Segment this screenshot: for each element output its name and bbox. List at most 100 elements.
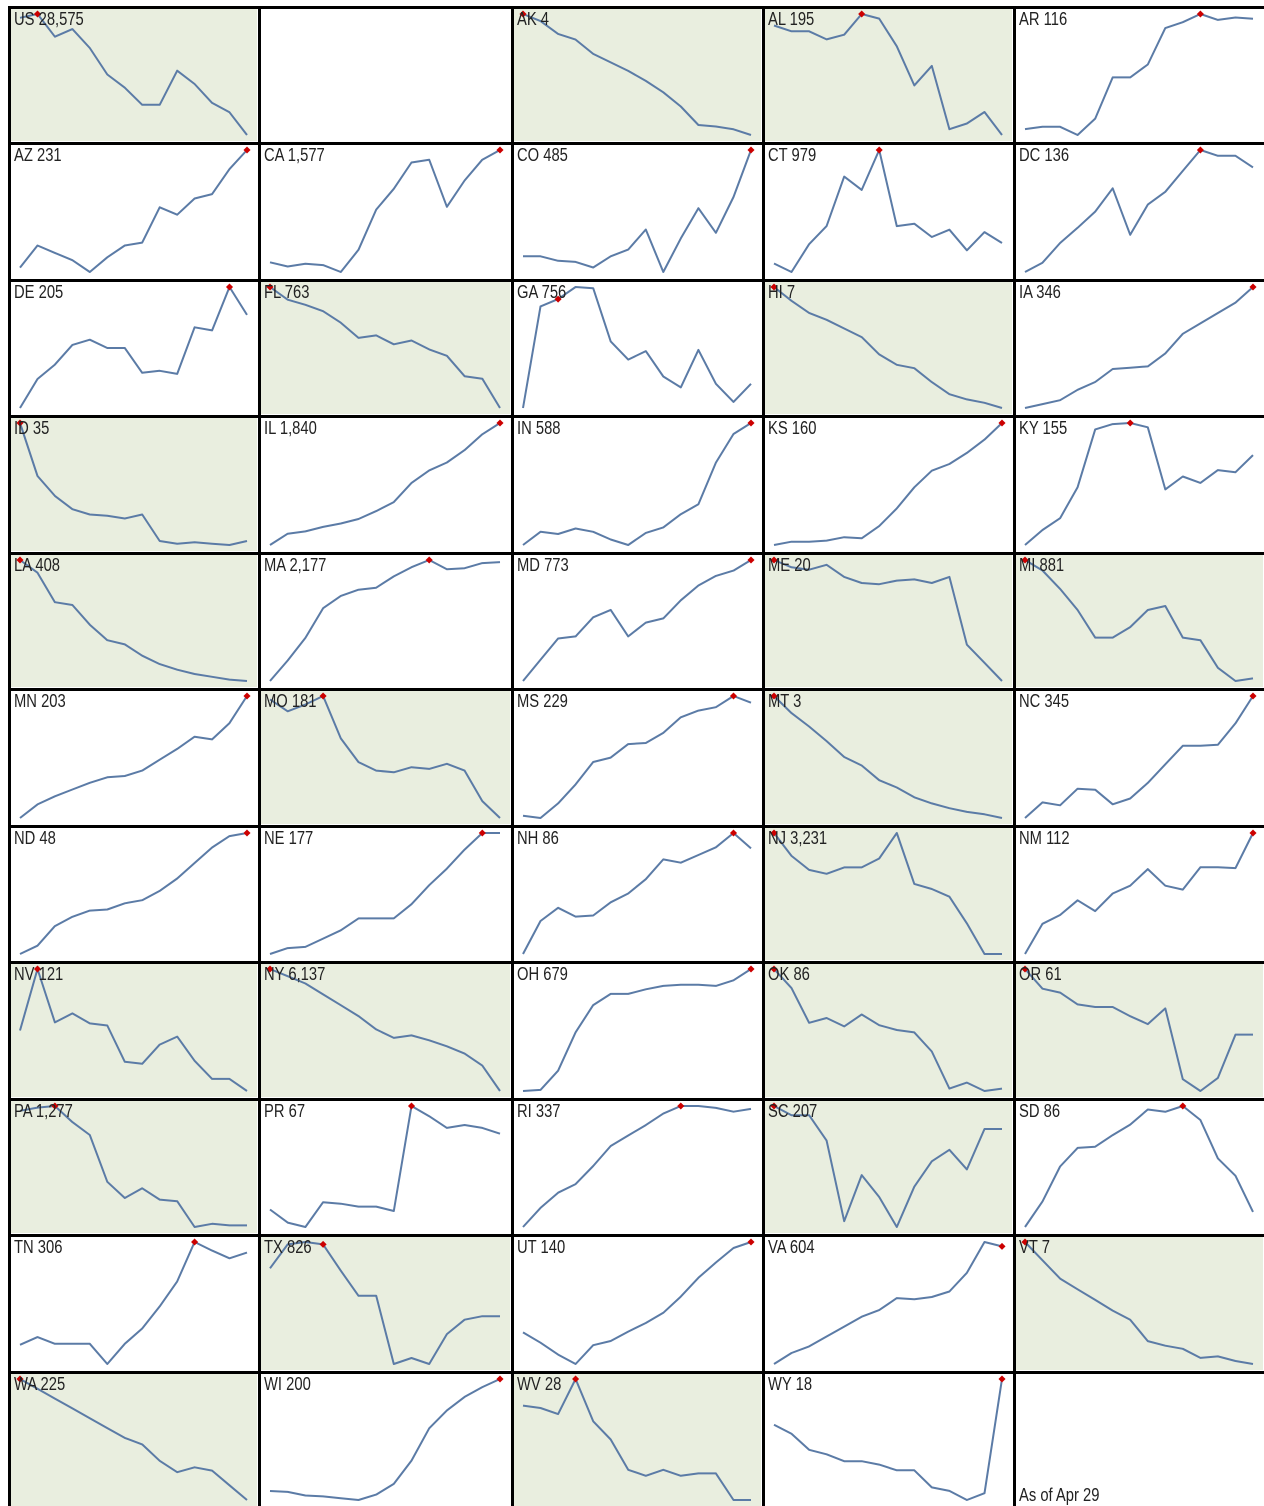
panel-mi: MI 881 bbox=[1015, 554, 1263, 687]
sparkline-svg bbox=[523, 146, 755, 273]
state-code: OK bbox=[768, 964, 790, 984]
case-count: 604 bbox=[789, 1237, 815, 1257]
sparkline-svg bbox=[770, 283, 1003, 409]
peak-marker bbox=[747, 556, 755, 564]
case-count: 136 bbox=[1044, 145, 1070, 165]
panel-label: DE 205 bbox=[14, 281, 63, 303]
series-line bbox=[19, 422, 248, 546]
series-line bbox=[19, 559, 248, 682]
case-count: 86 bbox=[542, 828, 559, 848]
panel-ms: MS 229 bbox=[513, 690, 761, 824]
sparkline-svg bbox=[19, 283, 248, 409]
grid-divider-vertical bbox=[258, 6, 261, 1506]
case-count: 61 bbox=[1045, 964, 1062, 984]
case-count: 588 bbox=[535, 418, 561, 438]
state-code: WI bbox=[264, 1374, 283, 1394]
panel-label: NV 121 bbox=[14, 963, 63, 985]
as-of-note: As of Apr 29 bbox=[1019, 1485, 1100, 1505]
series-line bbox=[1024, 559, 1254, 682]
panel-or: OR 61 bbox=[1015, 963, 1263, 1097]
panel-label: US 28,575 bbox=[14, 8, 84, 30]
panel-label: AR 116 bbox=[1019, 8, 1067, 30]
state-code: WY bbox=[768, 1374, 792, 1394]
series-line bbox=[19, 286, 248, 409]
state-code: IL bbox=[264, 418, 276, 438]
panel-label: OH 679 bbox=[517, 963, 568, 985]
case-count: 207 bbox=[792, 1101, 818, 1121]
case-count: 48 bbox=[39, 828, 56, 848]
panel-label: VA 604 bbox=[768, 1236, 815, 1258]
series-line bbox=[773, 1105, 1002, 1228]
series-line bbox=[19, 13, 248, 136]
panel-label: PA 1,277 bbox=[14, 1100, 73, 1122]
panel-label: DC 136 bbox=[1019, 144, 1069, 166]
state-code: AR bbox=[1019, 9, 1040, 29]
series-line bbox=[523, 149, 752, 273]
state-code: NE bbox=[264, 828, 285, 848]
series-line bbox=[773, 286, 1003, 409]
series-line bbox=[773, 968, 1003, 1092]
panel-ky: KY 155 bbox=[1015, 417, 1263, 551]
state-code: NJ bbox=[768, 828, 787, 848]
sparkline-svg bbox=[1021, 556, 1254, 682]
panel-wa: WA 225 bbox=[10, 1373, 257, 1506]
sparkline-svg bbox=[19, 146, 251, 273]
panel-me: ME 20 bbox=[764, 554, 1012, 687]
series-line bbox=[522, 1241, 752, 1365]
panel-label: SD 86 bbox=[1019, 1100, 1060, 1122]
series-line bbox=[1024, 695, 1254, 819]
series-line bbox=[19, 968, 248, 1092]
grid-divider-vertical bbox=[511, 6, 514, 1506]
panel-il: IL 1,840 bbox=[260, 417, 510, 551]
grid-divider-vertical bbox=[8, 6, 11, 1506]
panel-label: NH 86 bbox=[517, 827, 559, 849]
panel-label: WA 225 bbox=[14, 1373, 65, 1395]
peak-marker bbox=[875, 146, 883, 154]
state-code: DE bbox=[14, 282, 35, 302]
case-count: 116 bbox=[1043, 9, 1068, 29]
state-code: MI bbox=[1019, 555, 1036, 575]
case-count: 773 bbox=[544, 555, 569, 575]
series-line bbox=[522, 422, 752, 546]
case-count: 408 bbox=[35, 555, 60, 575]
sparkline-svg bbox=[522, 692, 752, 819]
sparkline-svg bbox=[269, 1240, 500, 1365]
peak-marker bbox=[496, 419, 504, 427]
sparkline-svg bbox=[770, 829, 1002, 955]
series-line bbox=[522, 695, 752, 819]
panel-oh: OH 679 bbox=[513, 963, 761, 1097]
state-code: PR bbox=[264, 1101, 285, 1121]
case-count: 177 bbox=[288, 828, 314, 848]
panel-co: CO 485 bbox=[513, 144, 761, 278]
panel-label: MD 773 bbox=[517, 554, 569, 576]
peak-marker bbox=[266, 965, 274, 973]
sparkline-svg bbox=[770, 692, 1003, 819]
case-count: 3 bbox=[793, 691, 802, 711]
panel-label: IA 346 bbox=[1019, 281, 1061, 303]
panel-label: AL 195 bbox=[768, 8, 814, 30]
peak-marker bbox=[1196, 10, 1204, 18]
state-code: ND bbox=[14, 828, 36, 848]
peak-marker bbox=[677, 1102, 685, 1110]
case-count: 229 bbox=[543, 691, 568, 711]
series-line bbox=[19, 832, 248, 955]
state-code: VT bbox=[1019, 1237, 1038, 1257]
state-code: FL bbox=[264, 282, 281, 302]
panel-label: CO 485 bbox=[517, 144, 568, 166]
sparkline-svg bbox=[266, 283, 501, 409]
case-count: 112 bbox=[1046, 828, 1070, 848]
peak-marker bbox=[243, 829, 251, 837]
sparkline-svg bbox=[773, 1241, 1006, 1365]
sparkline-svg bbox=[269, 1102, 501, 1228]
panel-label: PR 67 bbox=[264, 1100, 305, 1122]
case-count: 28,575 bbox=[38, 9, 84, 29]
panel-nc: NC 345 bbox=[1015, 690, 1263, 824]
peak-marker bbox=[266, 283, 274, 291]
case-count: 86 bbox=[793, 964, 810, 984]
series-line bbox=[522, 13, 752, 136]
series-line bbox=[773, 832, 1002, 955]
peak-marker bbox=[998, 1242, 1006, 1250]
panel-us: US 28,575 bbox=[10, 8, 257, 141]
sparkline-svg bbox=[19, 10, 248, 136]
panel-nd: ND 48 bbox=[10, 827, 257, 960]
